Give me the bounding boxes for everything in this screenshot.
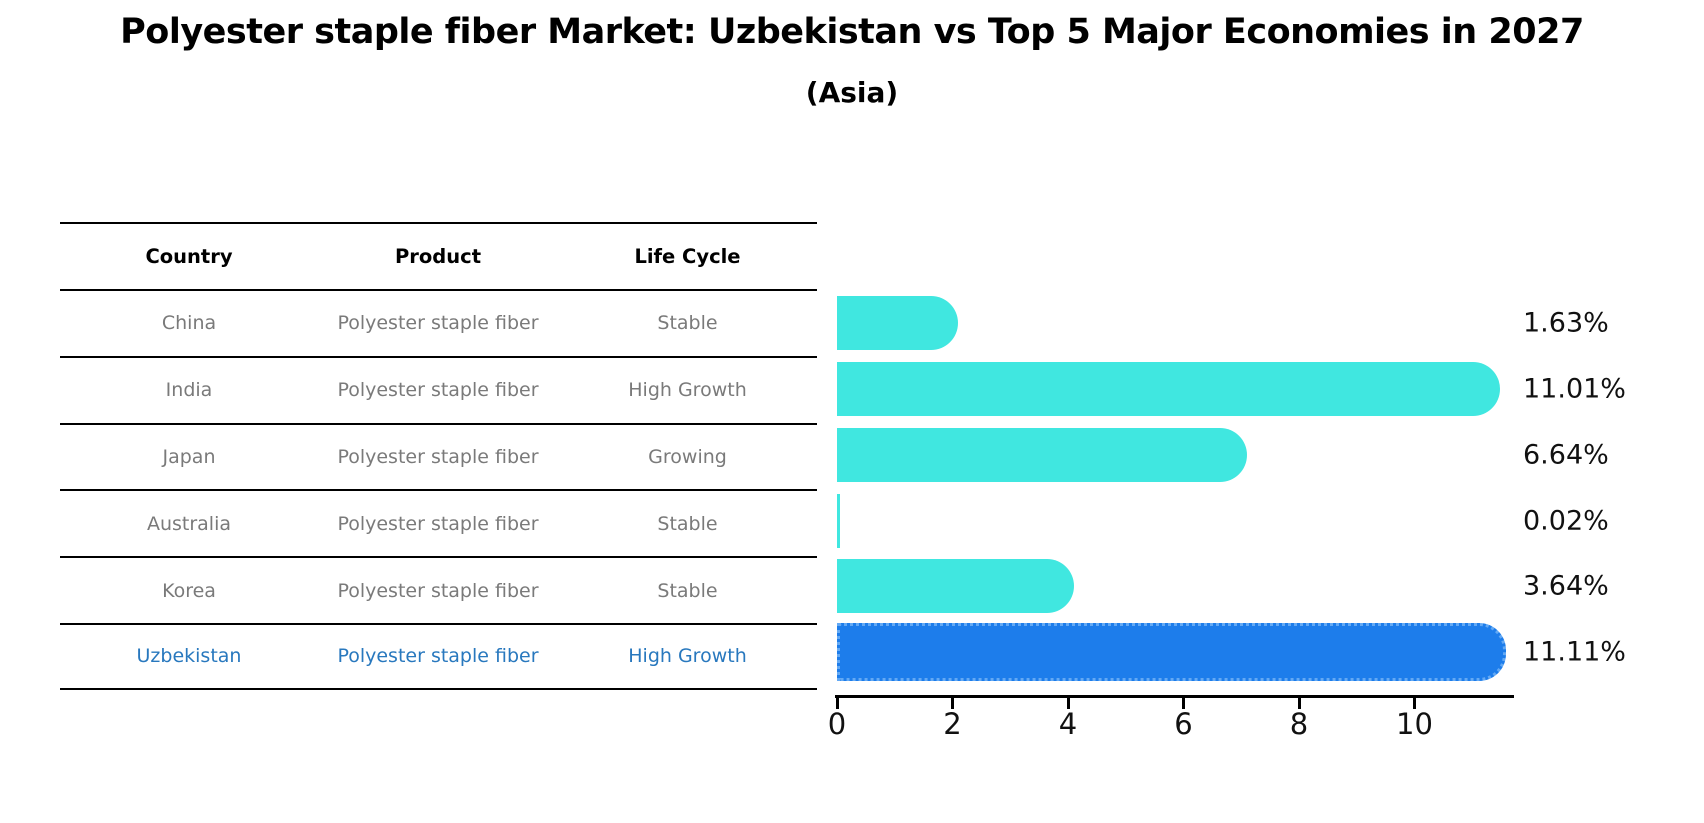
table-cell-country: Korea [162,579,216,602]
table-cell-life-cycle: Stable [657,512,718,535]
table-cell-product: Polyester staple fiber [337,312,539,335]
table-row: Australia Polyester staple fiber Stable [60,489,817,556]
x-axis-tick-mark [1297,698,1301,709]
table-row: Korea Polyester staple fiber Stable [60,556,817,623]
chart-subtitle: (Asia) [805,76,899,109]
x-axis-tick-label: 6 [1174,707,1193,741]
table-cell-product: Polyester staple fiber [337,445,539,468]
table-cell-country: Japan [162,445,216,468]
x-axis-tick-mark [835,698,839,709]
table-header-cell: Life Cycle [634,245,741,268]
bar-australia [837,494,840,548]
table-cell-country: India [165,379,213,402]
x-axis-line [835,695,1514,698]
bar-value-label: 1.63% [1523,307,1609,339]
table-cell-life-cycle: Growing [648,445,727,468]
bar-value-label: 11.11% [1523,636,1626,668]
x-axis-tick-mark [1413,698,1416,709]
x-axis-tick-label: 2 [943,707,962,741]
x-axis-tick-label: 0 [827,707,847,741]
bar-value-label: 6.64% [1523,439,1609,471]
table-header-row: Country Product Life Cycle [60,222,817,289]
x-axis-tick-label: 8 [1289,707,1309,741]
bar-value-label: 3.64% [1523,570,1609,602]
table-row: Japan Polyester staple fiber Growing [60,422,817,490]
table-cell-life-cycle: Stable [657,579,718,602]
x-axis-tick-mark [1066,698,1070,709]
x-axis-tick-label: 4 [1058,707,1078,741]
bar-china [837,296,959,350]
bar-korea [837,559,1075,613]
bar-value-label: 0.02% [1523,505,1609,537]
table-cell-life-cycle: Stable [657,312,718,335]
table-cell-country: Australia [146,512,232,535]
table-cell-product: Polyester staple fiber [337,645,539,668]
bar-uzbekistan [837,623,1506,681]
table-cell-product: Polyester staple fiber [337,379,539,402]
table-cell-life-cycle: High Growth [628,379,747,402]
chart-title: Polyester staple fiber Market: Uzbekista… [120,12,1584,52]
table-row: Uzbekistan Polyester staple fiber High Gro… [60,622,817,690]
table-row: China Polyester staple fiber Stable [60,289,817,356]
bar-india [837,362,1500,416]
country-table: Country Product Life Cycle China Polyester … [60,222,817,690]
x-axis-tick-mark [1182,698,1185,709]
table-header-cell: Country [145,245,233,268]
table-cell-product: Polyester staple fiber [337,579,539,602]
x-axis-tick-mark [951,698,954,709]
table-cell-country: China [161,312,217,335]
bar-value-label: 11.01% [1523,373,1626,405]
table-cell-product: Polyester staple fiber [337,512,539,535]
x-axis-tick-label: 10 [1396,707,1433,741]
bar-japan [837,428,1248,482]
table-header-cell: Product [394,245,482,268]
table-cell-country: Uzbekistan [136,645,242,668]
table-cell-life-cycle: High Growth [628,645,747,668]
table-row: India Polyester staple fiber High Growth [60,355,817,423]
